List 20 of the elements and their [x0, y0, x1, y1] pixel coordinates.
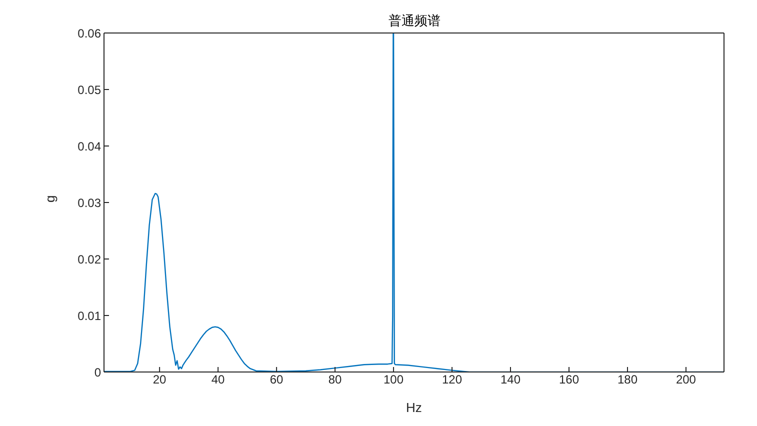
x-tick-label: 100 — [384, 372, 404, 387]
y-axis-title: g — [42, 195, 58, 202]
y-tick-label: 0.03 — [78, 196, 102, 210]
x-tick-label: 160 — [558, 372, 580, 387]
x-tick-label: 20 — [152, 372, 167, 387]
y-tick-label: 0 — [94, 365, 102, 380]
x-tick-label: 200 — [676, 372, 696, 387]
x-tick-label: 80 — [328, 372, 342, 387]
x-tick-label: 60 — [270, 372, 284, 387]
y-tick-label: 0.06 — [78, 26, 102, 40]
x-tick-label: 180 — [617, 372, 638, 387]
y-tick-label: 0.04 — [78, 139, 102, 154]
x-tick-label: 40 — [211, 372, 226, 387]
x-axis-title: Hz — [406, 400, 422, 415]
x-tick-label: 120 — [442, 372, 462, 387]
y-tick-label: 0.02 — [78, 252, 102, 266]
y-tick-label: 0.05 — [78, 82, 102, 97]
chart-title: 普通频谱 — [388, 12, 442, 30]
y-tick-label: 0.01 — [78, 308, 102, 323]
x-tick-label: 140 — [500, 372, 521, 387]
